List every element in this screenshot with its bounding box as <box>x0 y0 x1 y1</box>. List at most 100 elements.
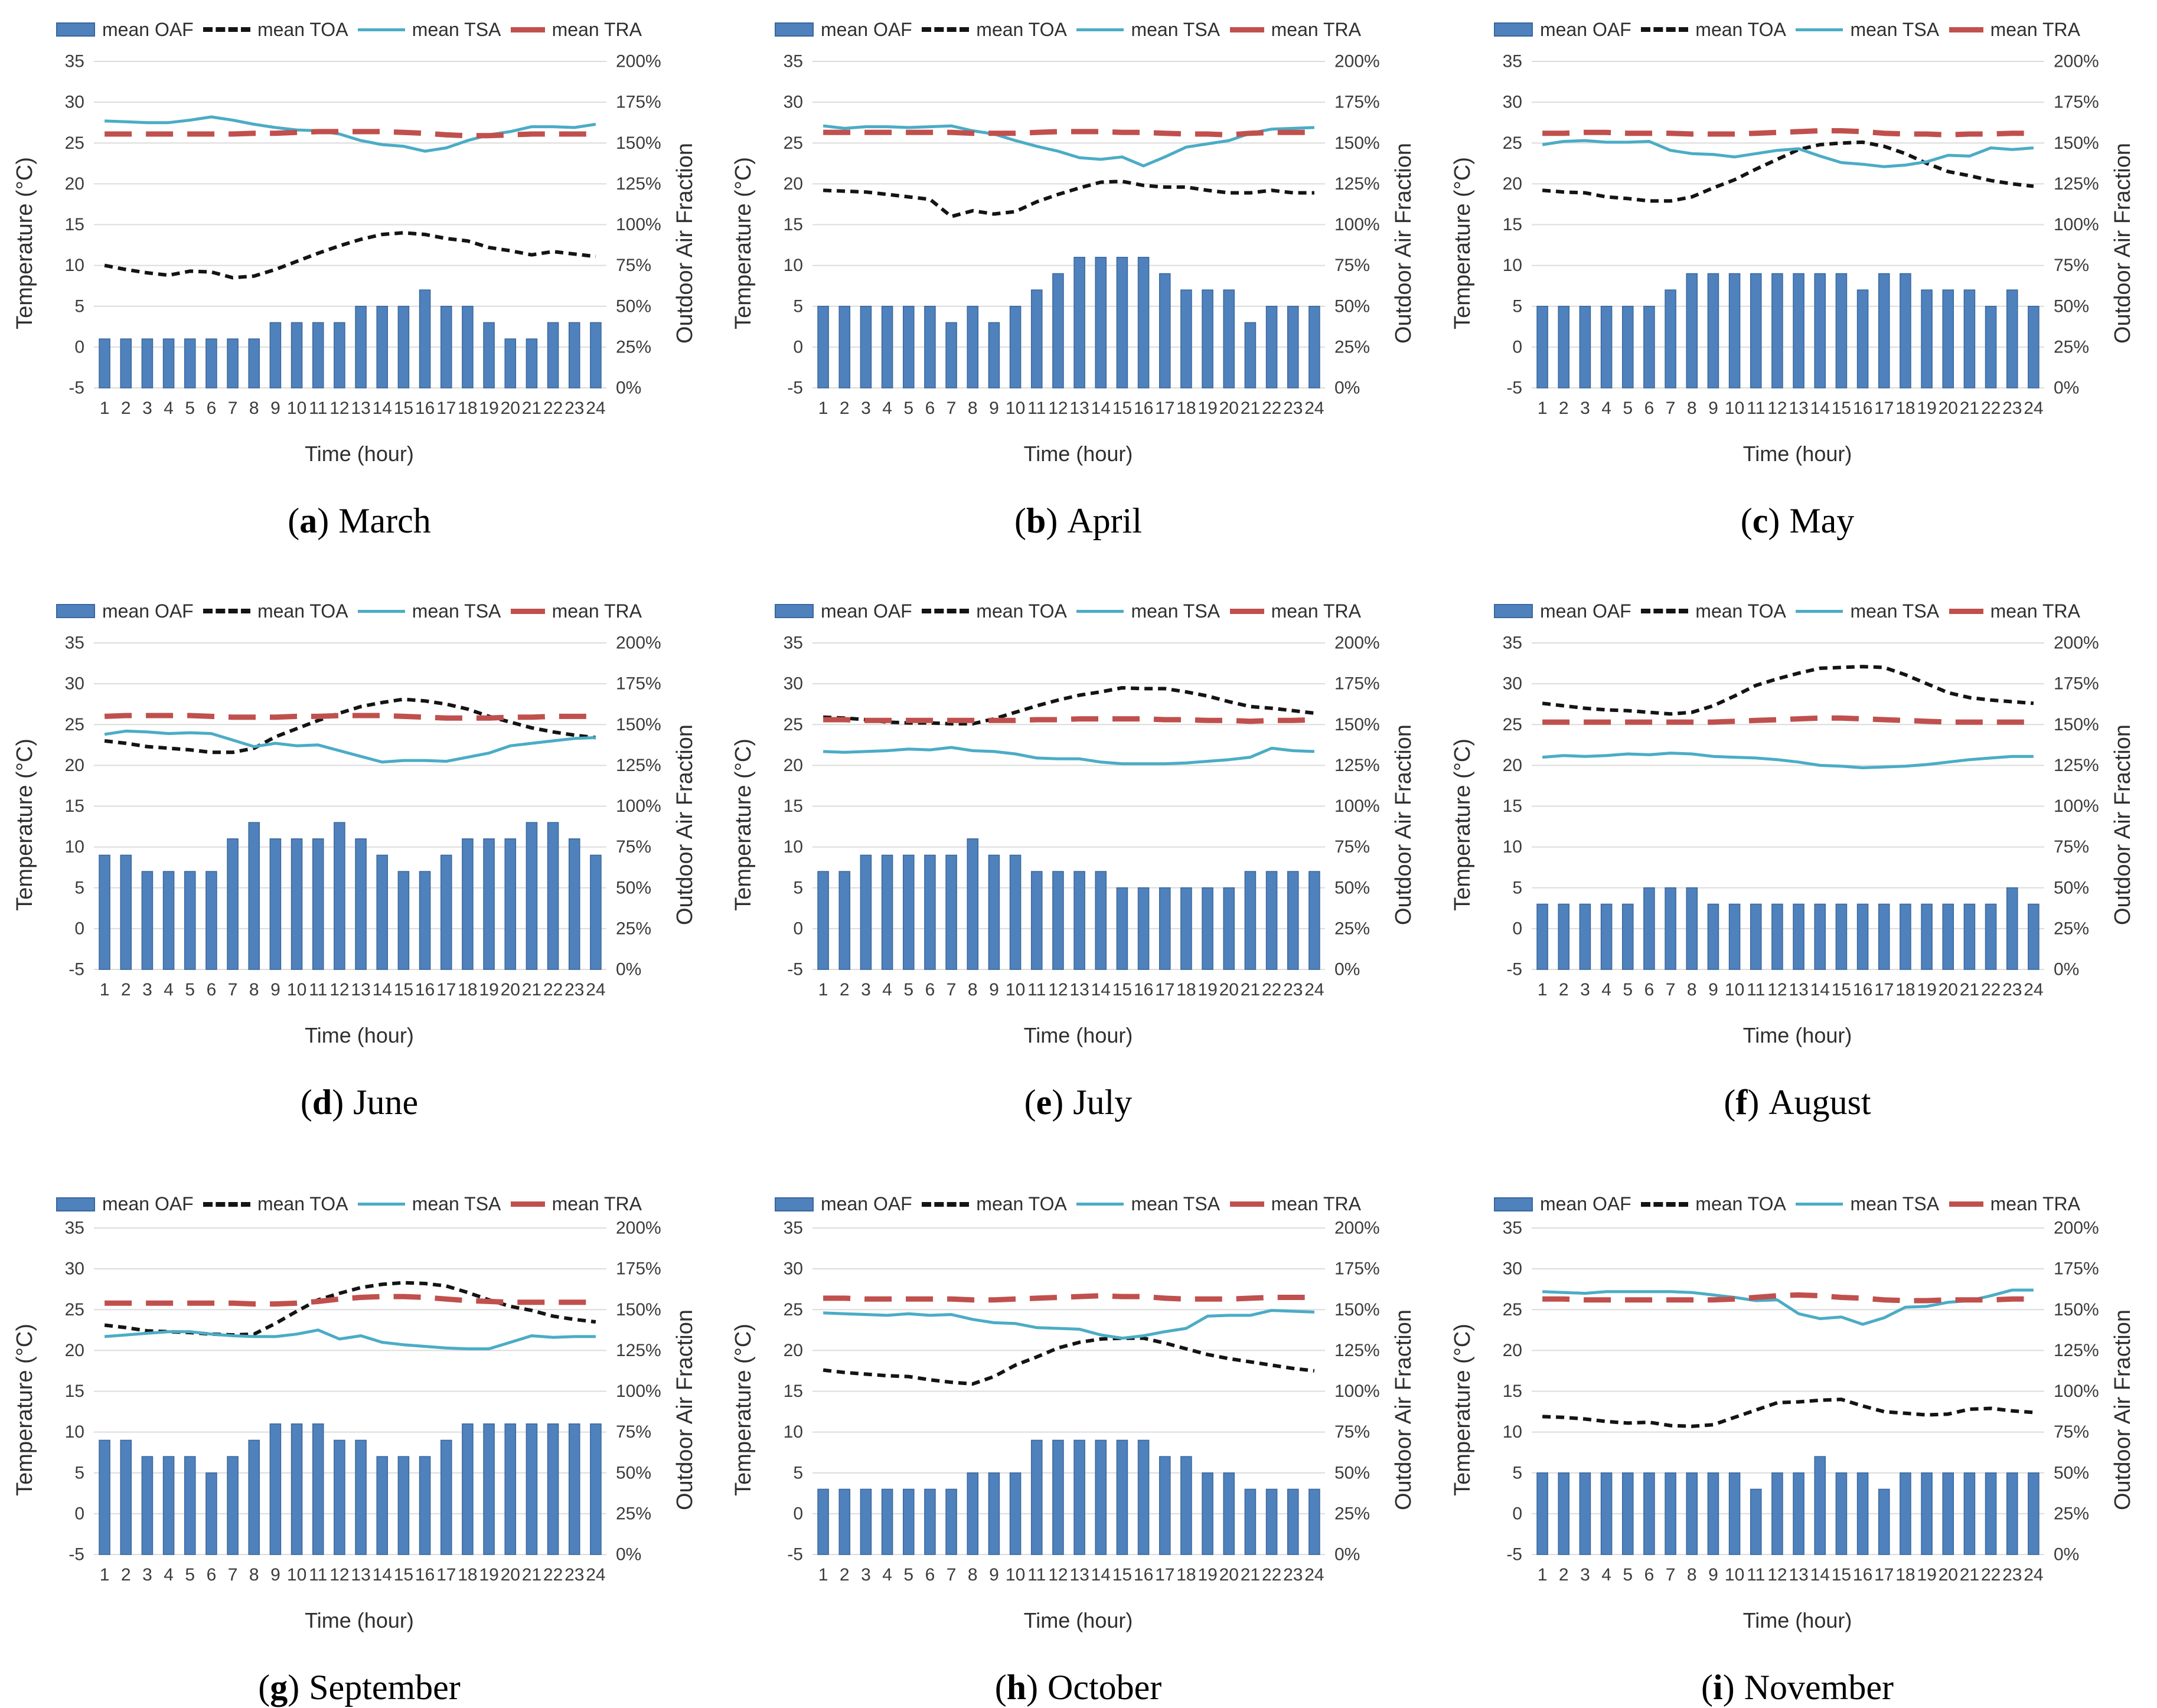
svg-text:19: 19 <box>1197 980 1217 1000</box>
chart-legend: mean OAF mean TOA mean TSA mean TRA <box>1438 11 2157 48</box>
svg-text:4: 4 <box>164 980 174 1000</box>
svg-text:1: 1 <box>818 1565 828 1585</box>
svg-text:17: 17 <box>436 399 456 418</box>
svg-text:21: 21 <box>1241 1565 1260 1585</box>
svg-text:125%: 125% <box>1334 174 1380 194</box>
svg-text:200%: 200% <box>1334 1219 1380 1238</box>
svg-text:20: 20 <box>1939 980 1958 1000</box>
plot-area: 35 200%30 175%25 150%20 125%15 100%10 75%5 50%0… <box>784 52 1380 419</box>
svg-text:10: 10 <box>784 1422 803 1442</box>
caption-letter: e <box>1036 1083 1052 1122</box>
svg-text:15: 15 <box>64 796 84 816</box>
svg-text:16: 16 <box>1853 980 1872 1000</box>
svg-text:15: 15 <box>64 1382 84 1401</box>
oaf-bar-swatch-icon <box>775 22 814 37</box>
svg-text:20: 20 <box>500 980 520 1000</box>
left-axis-title: Temperature (°C) <box>1450 157 1475 329</box>
svg-text:6: 6 <box>925 399 935 418</box>
svg-text:2: 2 <box>1559 1565 1569 1585</box>
svg-text:10: 10 <box>1503 1422 1522 1442</box>
svg-text:30: 30 <box>784 674 803 694</box>
svg-text:11: 11 <box>1747 980 1765 1000</box>
svg-text:13: 13 <box>351 980 370 1000</box>
legend-item-tra: mean TRA <box>1949 600 2080 622</box>
svg-text:-5: -5 <box>68 960 84 979</box>
tsa-line-swatch-icon <box>1076 28 1124 31</box>
svg-text:11: 11 <box>1747 399 1765 418</box>
chart-panel: mean OAF mean TOA mean TSA mean TRA Temp… <box>719 0 1438 582</box>
caption-month: October <box>1048 1668 1162 1707</box>
svg-text:-5: -5 <box>1506 1545 1522 1565</box>
right-axis-title: Outdoor Air Fraction <box>2110 724 2135 926</box>
svg-text:100%: 100% <box>616 796 661 816</box>
svg-text:5: 5 <box>1512 1463 1522 1482</box>
chart-panel: mean OAF mean TOA mean TSA mean TRA Temp… <box>0 0 719 582</box>
chart-body: Temperature (°C) 35 200% 30 175% 25 150% 20 125… <box>0 630 719 1020</box>
svg-text:175%: 175% <box>1334 1259 1380 1279</box>
svg-text:15: 15 <box>1503 796 1522 816</box>
svg-text:22: 22 <box>1981 1565 2001 1585</box>
legend-label-oaf: mean OAF <box>102 1193 194 1214</box>
svg-text:11: 11 <box>309 980 327 1000</box>
svg-text:100%: 100% <box>616 1382 661 1401</box>
plot-area: 35 200%30 175%25 150%20 125%15 100%10 75%5 50%0… <box>64 633 661 1000</box>
svg-text:8: 8 <box>968 1565 978 1585</box>
chart-caption: (d) June <box>0 1082 719 1123</box>
svg-text:200%: 200% <box>2054 52 2099 71</box>
svg-text:200%: 200% <box>2054 1219 2099 1238</box>
legend-item-toa: mean TOA <box>1641 600 1786 622</box>
svg-text:15: 15 <box>393 399 413 418</box>
svg-text:9: 9 <box>1708 980 1718 1000</box>
svg-text:7: 7 <box>1666 399 1676 418</box>
legend-label-oaf: mean OAF <box>821 600 912 622</box>
chart-body: Temperature (°C) 35 200% 30 175% 25 150% 20 125… <box>719 48 1438 438</box>
plot-area: 35 200%30 175%25 150%20 125%15 100%10 75%5 50%0… <box>64 1219 661 1585</box>
svg-text:175%: 175% <box>2054 674 2099 694</box>
legend-item-oaf: mean OAF <box>1494 19 1631 41</box>
chart-panel: mean OAF mean TOA mean TSA mean TRA Temp… <box>0 582 719 1183</box>
caption-month: April <box>1067 501 1142 540</box>
svg-text:4: 4 <box>164 1565 174 1585</box>
svg-text:5: 5 <box>74 296 84 316</box>
legend-item-tra: mean TRA <box>510 600 642 622</box>
svg-text:3: 3 <box>861 980 871 1000</box>
svg-text:11: 11 <box>1747 1565 1765 1585</box>
svg-text:4: 4 <box>882 1565 892 1585</box>
svg-text:25: 25 <box>64 715 84 734</box>
svg-text:12: 12 <box>1767 980 1787 1000</box>
svg-text:25: 25 <box>64 133 84 153</box>
legend-item-toa: mean TOA <box>203 1193 348 1215</box>
legend-item-toa: mean TOA <box>1641 1193 1786 1215</box>
legend-label-tsa: mean TSA <box>1850 600 1940 622</box>
svg-text:35: 35 <box>784 1219 803 1238</box>
svg-text:16: 16 <box>1853 399 1872 418</box>
svg-text:6: 6 <box>925 1565 935 1585</box>
svg-text:6: 6 <box>206 980 216 1000</box>
caption-month: June <box>353 1083 419 1122</box>
svg-text:19: 19 <box>1197 1565 1217 1585</box>
svg-text:75%: 75% <box>1334 837 1370 857</box>
svg-text:11: 11 <box>309 1565 327 1585</box>
svg-text:100%: 100% <box>616 215 661 234</box>
svg-text:25%: 25% <box>1334 337 1370 357</box>
legend-label-toa: mean TOA <box>976 18 1067 40</box>
legend-item-tsa: mean TSA <box>357 600 501 622</box>
chart-body: Temperature (°C) 35 200% 30 175% 25 150% 20 125… <box>0 48 719 438</box>
tra-dash-swatch-icon <box>1949 27 1983 32</box>
svg-text:7: 7 <box>1666 980 1676 1000</box>
svg-text:14: 14 <box>372 1565 391 1585</box>
svg-text:11: 11 <box>1027 399 1046 418</box>
svg-text:150%: 150% <box>1334 1300 1380 1320</box>
svg-text:25%: 25% <box>616 1504 651 1523</box>
caption-open-paren: ( <box>994 1668 1007 1707</box>
tra-dash-swatch-icon <box>1229 1201 1264 1207</box>
svg-text:175%: 175% <box>616 674 661 694</box>
chart-caption: (e) July <box>719 1082 1438 1123</box>
svg-text:100%: 100% <box>1334 1382 1380 1401</box>
tra-dash-swatch-icon <box>1229 608 1264 614</box>
tra-dash-swatch-icon <box>510 608 545 614</box>
svg-text:6: 6 <box>1644 399 1655 418</box>
oaf-bar-swatch-icon <box>775 1197 814 1211</box>
svg-text:-5: -5 <box>68 378 84 398</box>
